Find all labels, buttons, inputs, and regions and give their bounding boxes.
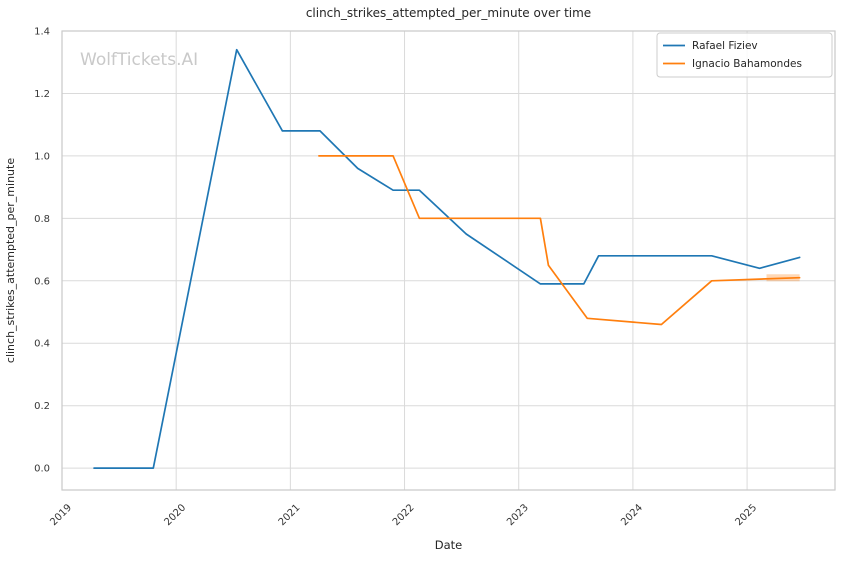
x-axis-label: Date xyxy=(435,538,463,552)
y-axis-label: clinch_strikes_attempted_per_minute xyxy=(4,158,17,363)
legend-box xyxy=(656,32,833,78)
axes-frame xyxy=(61,30,836,491)
y-tick-label: 0.2 xyxy=(34,401,50,412)
y-tick-label: 0.0 xyxy=(34,464,50,475)
legend-label-1: Ignacio Bahamondes xyxy=(692,58,802,70)
legend-label-0: Rafael Fiziev xyxy=(692,40,758,52)
watermark: WolfTickets.AI xyxy=(80,50,198,70)
series-line-0 xyxy=(93,48,801,469)
y-tick-label: 0.6 xyxy=(34,276,50,287)
y-tick-label: 1.0 xyxy=(34,151,50,162)
plot-area xyxy=(62,31,835,490)
y-tick-label: 0.8 xyxy=(34,214,50,225)
y-tick-label: 0.4 xyxy=(34,339,50,350)
chart-title: clinch_strikes_attempted_per_minute over… xyxy=(306,6,591,20)
y-tick-label: 1.4 xyxy=(34,27,50,38)
y-tick-label: 1.2 xyxy=(34,89,50,100)
series-line-1 xyxy=(318,155,801,326)
